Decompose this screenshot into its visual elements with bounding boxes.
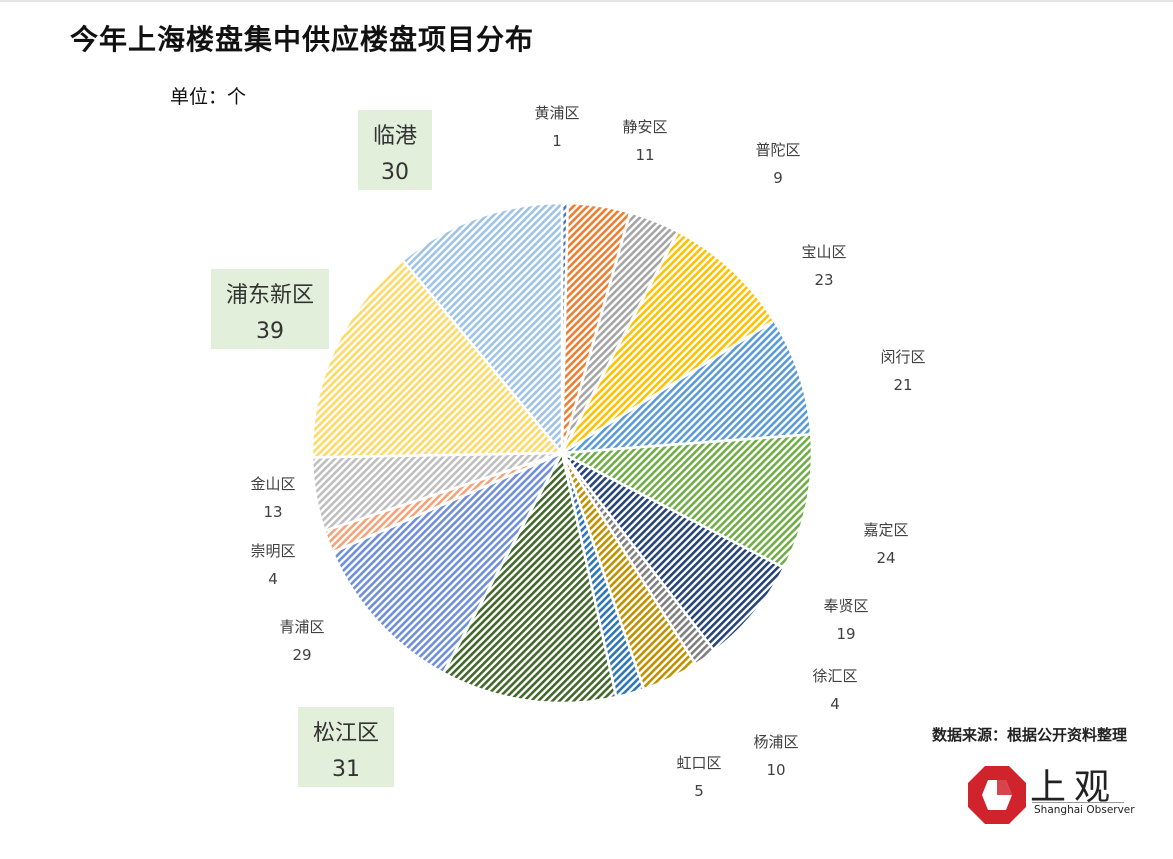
pie-slices: [310, 201, 814, 705]
slice-label: 黄浦区 1: [534, 104, 579, 150]
brand-name-en: Shanghai Observer: [1034, 804, 1135, 816]
slice-label: 普陀区 9: [755, 141, 800, 187]
brand-divider: [1032, 802, 1124, 803]
slice-label: 青浦区 29: [279, 618, 324, 664]
slice-category-label: 临港: [373, 124, 417, 149]
slice-label: 静安区 11: [622, 118, 667, 164]
slice-label: 奉贤区 19: [823, 597, 868, 643]
label-highlight-box: [211, 269, 329, 349]
pie-slice: [561, 451, 786, 653]
unit-label: 单位：个: [170, 86, 247, 108]
slice-label: 宝山区 23: [801, 243, 846, 289]
slice-value-label: 10: [766, 761, 785, 779]
slice-value-label: 30: [381, 160, 409, 185]
pie-slice: [441, 449, 618, 705]
slice-category-label: 青浦区: [279, 618, 324, 636]
slice-value-label: 1: [552, 132, 562, 150]
brand-mark-icon: [968, 766, 1026, 824]
slice-category-label: 黄浦区: [534, 104, 579, 122]
slice-label: 浦东新区 39: [211, 269, 329, 349]
pie-slice: [557, 432, 814, 570]
slice-label: 临港 30: [358, 110, 432, 190]
top-border: [0, 0, 1173, 2]
pie-slice: [558, 229, 776, 457]
slice-value-label: 11: [635, 146, 654, 164]
slice-category-label: 虹口区: [676, 754, 721, 772]
slice-label: 嘉定区 24: [863, 521, 908, 567]
slice-category-label: 普陀区: [755, 141, 800, 159]
slice-label: 金山区 13: [250, 475, 295, 521]
slice-category-label: 崇明区: [250, 542, 295, 560]
pie-slice: [310, 258, 565, 459]
slice-label: 徐汇区 4: [812, 667, 857, 713]
slice-value-label: 5: [694, 782, 704, 800]
pie-slice: [401, 201, 564, 457]
slice-label: 虹口区 5: [676, 754, 721, 800]
slice-category-label: 徐汇区: [812, 667, 857, 685]
pie-labels: 黄浦区 1 静安区 11 普陀区 9 宝山区 23 闵行区 21 嘉定区 24 奉贤区 19 徐汇区 4 杨浦区…: [211, 104, 926, 800]
slice-category-label: 静安区: [622, 118, 667, 136]
data-source-note: 数据来源：根据公开资料整理: [932, 726, 1128, 744]
label-highlight-box: [358, 110, 432, 190]
slice-category-label: 杨浦区: [753, 733, 798, 751]
slice-value-label: 4: [268, 570, 278, 588]
slice-category-label: 松江区: [313, 721, 379, 746]
slice-value-label: 21: [893, 376, 912, 394]
slice-value-label: 29: [292, 646, 311, 664]
slice-category-label: 金山区: [250, 475, 295, 493]
brand-name-cn: 上观: [1030, 767, 1119, 808]
slice-label: 崇明区 4: [250, 542, 295, 588]
chart-title: 今年上海楼盘集中供应楼盘项目分布: [70, 23, 535, 56]
label-highlight-box: [298, 707, 394, 787]
slice-category-label: 奉贤区: [823, 597, 868, 615]
slice-value-label: 39: [256, 319, 284, 344]
slice-value-label: 13: [263, 503, 282, 521]
slice-value-label: 31: [332, 757, 360, 782]
slice-value-label: 24: [876, 549, 895, 567]
slice-category-label: 宝山区: [801, 243, 846, 261]
slice-label: 松江区 31: [298, 707, 394, 787]
slice-category-label: 嘉定区: [863, 521, 908, 539]
slice-value-label: 9: [773, 169, 783, 187]
slice-label: 杨浦区 10: [753, 733, 798, 779]
pie-slice: [561, 318, 813, 455]
pie-slice: [330, 450, 565, 675]
slice-category-label: 浦东新区: [226, 283, 314, 308]
slice-value-label: 23: [814, 271, 833, 289]
slice-label: 闵行区 21: [880, 348, 925, 394]
slice-value-label: 19: [836, 625, 855, 643]
brand-logo: 上观 Shanghai Observer: [966, 764, 1136, 824]
slice-category-label: 闵行区: [880, 348, 925, 366]
slice-value-label: 4: [830, 695, 840, 713]
